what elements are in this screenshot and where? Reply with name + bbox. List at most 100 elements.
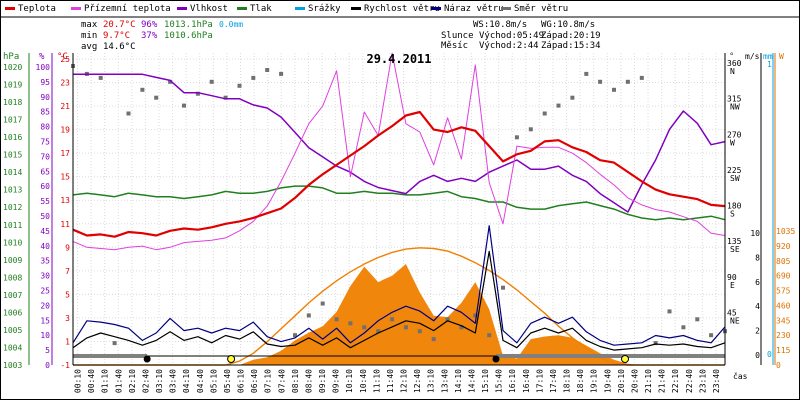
x-tick: 09:10 (318, 369, 327, 393)
w-tick: 920 (776, 242, 791, 251)
x-tick: 07:10 (264, 369, 273, 393)
info-sunrise: Východ:05:49 (479, 31, 544, 41)
hpa-tick: 1019 (3, 81, 22, 90)
x-tick: 10:40 (359, 369, 368, 393)
stats-min-press: 1010.6hPa (164, 31, 213, 41)
degc-tick: -1 (60, 361, 70, 370)
legend-swatch (295, 7, 305, 10)
temperature-line (72, 110, 726, 238)
x-tick: 07:40 (277, 369, 286, 393)
moonrise-marker (143, 355, 151, 363)
degc-tick: 25 (60, 55, 70, 64)
x-tick: 20:40 (630, 369, 639, 393)
wind-dir-point (459, 325, 464, 330)
dir-tick-dir: S (730, 210, 735, 219)
wind-dir-point (265, 68, 270, 72)
legend-label: Tlak (250, 4, 272, 14)
legend-label: Teplota (18, 4, 56, 14)
x-tick: 13:10 (427, 369, 436, 393)
stats-max-rain: 0.0mm (219, 20, 243, 29)
wind-dir-point (487, 333, 492, 338)
x-tick: 05:40 (223, 369, 232, 393)
x-tick: 03:40 (169, 369, 178, 393)
wind-dir-point (709, 333, 714, 338)
legend-swatch (177, 7, 187, 10)
hpa-tick: 1009 (3, 256, 22, 265)
x-axis-label: čas (733, 371, 748, 381)
stats-max-label: max (81, 20, 98, 30)
pct-tick: 55 (40, 197, 50, 206)
x-tick: 03:10 (155, 369, 164, 393)
pct-tick: 50 (40, 212, 50, 221)
chart-title: 29.4.2011 (366, 52, 431, 66)
legend-swatch (237, 7, 247, 10)
degc-tick: 21 (60, 102, 70, 111)
wind-dir-point (514, 135, 519, 140)
w-tick: 575 (776, 287, 791, 296)
hpa-tick: 1010 (3, 238, 22, 247)
hpa-tick: 1014 (3, 168, 22, 177)
wind-dir-point (445, 317, 450, 322)
sunrise-marker (227, 355, 236, 363)
solar-area (73, 264, 725, 365)
hpa-tick: 1005 (3, 326, 22, 335)
degc-tick: 3 (65, 314, 70, 323)
w-tick: 805 (776, 257, 791, 266)
wind-dir-point (417, 329, 422, 334)
wind-dir-point (501, 285, 505, 290)
wind-dir-point (209, 79, 214, 84)
wind-dir-point (390, 317, 395, 322)
dir-tick-dir: NW (730, 103, 740, 112)
x-tick: 11:10 (372, 369, 381, 393)
x-tick: 08:10 (291, 369, 300, 393)
pct-tick: 15 (40, 316, 50, 325)
x-tick: 05:10 (209, 369, 218, 393)
wind-dir-point (542, 111, 547, 116)
wind-dir-point (348, 321, 353, 326)
x-tick: 23:10 (698, 369, 707, 393)
hpa-tick: 1011 (3, 221, 22, 230)
x-tick: 17:10 (535, 369, 544, 393)
x-tick: 09:40 (332, 369, 341, 393)
wind-dir-point (584, 71, 589, 76)
ground-temp-line (72, 52, 726, 251)
wind-dir-point (112, 341, 117, 346)
x-tick: 19:40 (603, 369, 612, 393)
hpa-tick: 1004 (3, 343, 22, 352)
legend-label: Rychlost větru (364, 4, 440, 14)
wind-dir-point (126, 111, 131, 116)
wind-dir-point (320, 301, 325, 306)
w-axis-label: W (779, 52, 784, 61)
w-tick: 690 (776, 272, 791, 281)
x-tick: 00:10 (74, 369, 83, 393)
pressure-line (72, 185, 726, 221)
pct-tick: 0 (45, 361, 50, 370)
wind-speed-line (72, 250, 726, 351)
pct-tick: 10 (40, 331, 50, 340)
hpa-tick: 1018 (3, 98, 22, 107)
wind-dir-point (431, 337, 436, 342)
legend-swatch (431, 7, 441, 10)
pct-tick: 80 (40, 123, 50, 132)
ms-axis-label: m/s (745, 52, 760, 61)
pct-tick: 30 (40, 272, 50, 281)
degc-tick: 15 (60, 173, 70, 182)
degc-axis-label: °C (57, 52, 68, 62)
x-tick: 18:40 (576, 369, 585, 393)
legend-label: Směr větru (514, 4, 568, 14)
degc-tick: 23 (60, 79, 70, 88)
dir-tick-value: 225 (727, 166, 742, 175)
x-tick: 04:10 (182, 369, 191, 393)
dir-tick-dir: W (730, 138, 735, 147)
info-wg: WG:10.8m/s (541, 20, 595, 30)
sunset-marker (621, 355, 630, 363)
x-tick: 06:10 (237, 369, 246, 393)
moon-bar (73, 354, 148, 358)
info-sunset: Západ:20:19 (541, 31, 601, 41)
dir-tick-value: 90 (727, 273, 737, 282)
ms-tick: 4 (755, 302, 760, 311)
x-tick: 14:10 (454, 369, 463, 393)
pct-tick: 75 (40, 138, 50, 147)
legend-label: Náraz větru (444, 4, 504, 14)
